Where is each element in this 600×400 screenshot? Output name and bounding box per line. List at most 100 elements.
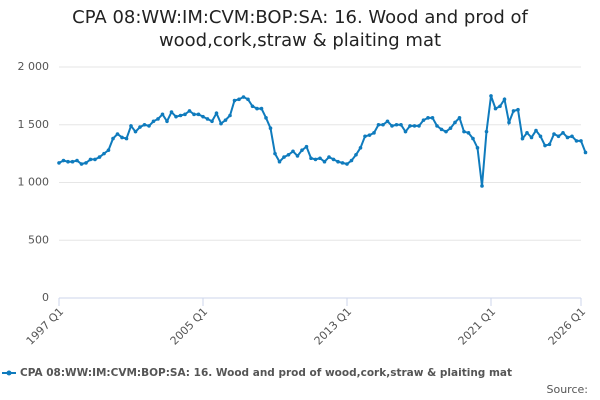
point [214, 111, 219, 115]
point [543, 143, 547, 148]
point [57, 161, 61, 165]
point [520, 136, 525, 141]
point [403, 129, 408, 134]
point [372, 131, 376, 135]
point [327, 155, 331, 159]
point [480, 184, 484, 188]
point [129, 124, 133, 128]
point [570, 134, 574, 139]
point [250, 104, 255, 109]
point [381, 122, 385, 127]
point [228, 113, 232, 118]
point [426, 116, 430, 120]
point [547, 142, 552, 147]
point [75, 158, 79, 163]
point [538, 134, 543, 139]
point [408, 124, 412, 128]
point [354, 152, 358, 157]
point [363, 134, 367, 139]
point [390, 124, 394, 128]
point [66, 159, 70, 164]
point [529, 135, 534, 140]
point [439, 127, 444, 132]
point [300, 148, 304, 152]
point [462, 129, 466, 134]
point [93, 157, 97, 162]
point [174, 114, 178, 119]
y-tick-label: 0 [42, 291, 49, 304]
point [151, 119, 156, 124]
point [138, 125, 142, 129]
point [295, 154, 300, 158]
point [336, 159, 340, 164]
point [417, 124, 421, 128]
point [210, 119, 214, 124]
point [133, 129, 138, 134]
point [574, 139, 579, 143]
point [561, 131, 565, 135]
point [376, 122, 381, 127]
point [97, 155, 102, 159]
point [507, 120, 511, 125]
point [385, 119, 390, 124]
point [322, 159, 327, 164]
point [255, 106, 259, 111]
point [345, 162, 349, 166]
point [79, 162, 84, 166]
point [475, 146, 480, 150]
point [448, 126, 453, 131]
point [466, 131, 471, 135]
point [583, 150, 588, 155]
x-tick-label: 2021 Q1 [456, 305, 499, 348]
point [457, 116, 462, 120]
y-tick-label: 2 000 [18, 60, 50, 73]
point [318, 156, 322, 161]
point [187, 109, 192, 113]
point [282, 155, 286, 159]
source: Source: [547, 383, 589, 396]
point [120, 135, 124, 140]
point [273, 151, 277, 156]
point [106, 148, 111, 152]
point [489, 94, 493, 98]
point [124, 136, 129, 141]
point [219, 121, 223, 126]
point [291, 149, 295, 154]
point [183, 112, 187, 117]
point [102, 151, 106, 156]
point [223, 118, 228, 122]
point [259, 106, 264, 111]
point [160, 112, 165, 117]
x-tick-label: 2013 Q1 [312, 305, 355, 348]
point [268, 126, 273, 131]
point [516, 107, 520, 112]
legend-label: CPA 08:WW:IM:CVM:BOP:SA: 16. Wood and pr… [20, 367, 512, 379]
point [232, 98, 237, 103]
point [367, 133, 372, 137]
point [205, 117, 210, 121]
point [565, 135, 570, 140]
point [237, 97, 241, 102]
point [196, 112, 201, 117]
point [201, 114, 205, 119]
y-tick-label: 500 [28, 233, 49, 246]
point [84, 161, 88, 165]
point [241, 95, 246, 99]
point [88, 157, 93, 162]
point [313, 157, 318, 162]
point [349, 158, 354, 163]
point [169, 110, 174, 114]
point [304, 144, 309, 149]
point [511, 109, 516, 113]
point [435, 124, 439, 128]
point [430, 116, 435, 120]
point [165, 119, 169, 124]
point [142, 122, 147, 127]
y-tick-label: 1 000 [18, 176, 50, 189]
point [61, 158, 66, 163]
point [502, 97, 507, 102]
point [111, 136, 115, 141]
legend-marker [6, 370, 12, 376]
point [358, 146, 363, 150]
